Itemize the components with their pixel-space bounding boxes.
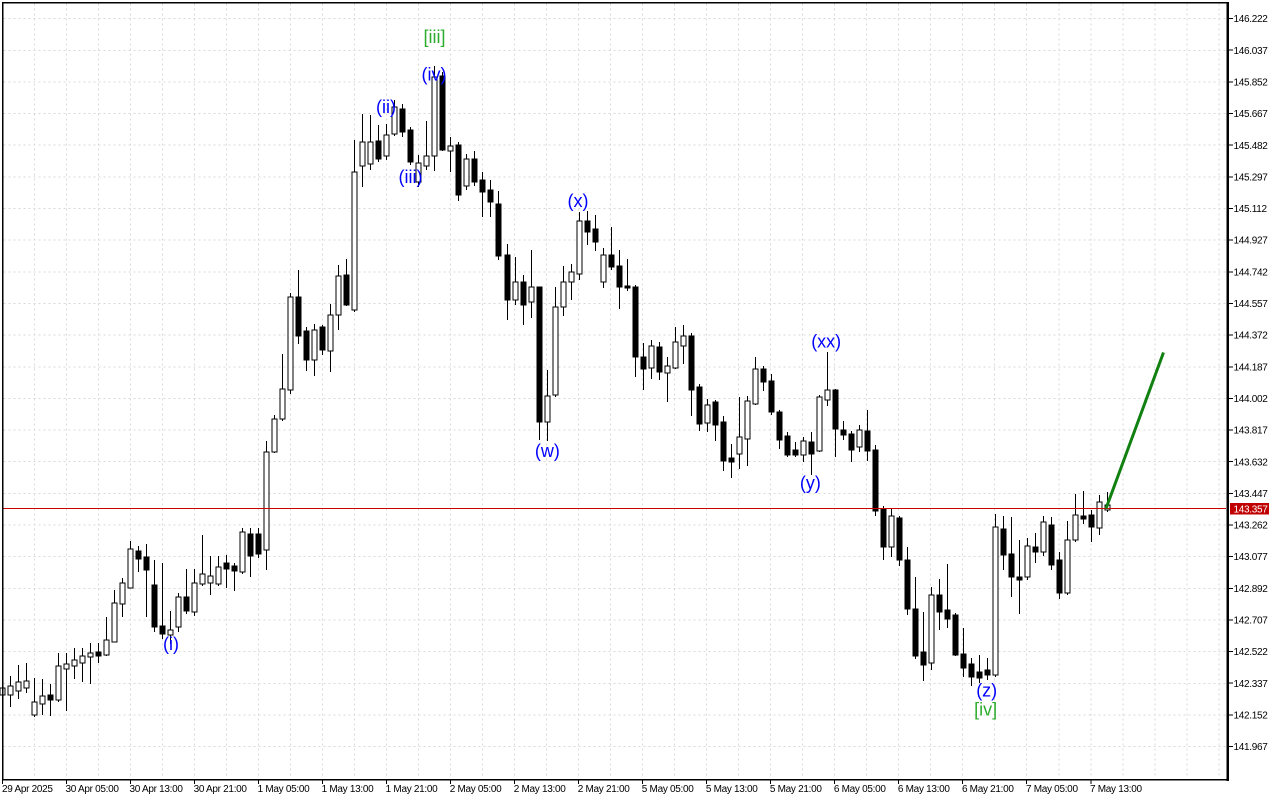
svg-text:(y): (y): [800, 473, 821, 493]
svg-text:2 May 21:00: 2 May 21:00: [578, 784, 630, 795]
svg-text:143.632: 143.632: [1234, 457, 1269, 468]
svg-text:145.667: 145.667: [1234, 109, 1269, 120]
svg-text:5 May 05:00: 5 May 05:00: [642, 784, 694, 795]
svg-text:6 May 13:00: 6 May 13:00: [898, 784, 950, 795]
svg-text:142.337: 142.337: [1234, 679, 1269, 690]
svg-text:143.262: 143.262: [1234, 521, 1269, 532]
svg-text:144.742: 144.742: [1234, 267, 1269, 278]
svg-text:(iii): (iii): [399, 167, 423, 187]
svg-text:29 Apr 2025: 29 Apr 2025: [2, 784, 53, 795]
svg-text:(z): (z): [976, 680, 997, 700]
svg-text:7 May 05:00: 7 May 05:00: [1026, 784, 1078, 795]
svg-text:(ii): (ii): [376, 97, 396, 117]
svg-text:6 May 21:00: 6 May 21:00: [962, 784, 1014, 795]
svg-text:1 May 05:00: 1 May 05:00: [258, 784, 310, 795]
svg-text:(iv): (iv): [422, 64, 447, 84]
svg-text:(xx): (xx): [811, 331, 841, 351]
svg-text:144.557: 144.557: [1234, 299, 1269, 310]
svg-text:143.447: 143.447: [1234, 489, 1269, 500]
svg-text:142.152: 142.152: [1234, 711, 1269, 722]
svg-text:7 May 13:00: 7 May 13:00: [1090, 784, 1142, 795]
svg-text:2 May 05:00: 2 May 05:00: [450, 784, 502, 795]
svg-text:145.852: 145.852: [1234, 78, 1269, 89]
svg-text:(w): (w): [535, 441, 560, 461]
svg-text:146.037: 146.037: [1234, 46, 1269, 57]
svg-text:30 Apr 13:00: 30 Apr 13:00: [130, 784, 184, 795]
svg-text:143.077: 143.077: [1234, 552, 1269, 563]
svg-text:(x): (x): [568, 191, 589, 211]
svg-text:141.967: 141.967: [1234, 742, 1269, 753]
svg-text:146.222: 146.222: [1234, 14, 1269, 25]
svg-text:145.297: 145.297: [1234, 172, 1269, 183]
svg-text:142.892: 142.892: [1234, 584, 1269, 595]
svg-text:143.357: 143.357: [1234, 504, 1269, 515]
svg-text:30 Apr 05:00: 30 Apr 05:00: [66, 784, 120, 795]
svg-text:5 May 21:00: 5 May 21:00: [770, 784, 822, 795]
svg-text:142.707: 142.707: [1234, 616, 1269, 627]
svg-text:1 May 13:00: 1 May 13:00: [322, 784, 374, 795]
svg-text:144.372: 144.372: [1234, 331, 1269, 342]
svg-text:144.927: 144.927: [1234, 236, 1269, 247]
svg-text:1 May 21:00: 1 May 21:00: [386, 784, 438, 795]
svg-text:2 May 13:00: 2 May 13:00: [514, 784, 566, 795]
svg-text:5 May 13:00: 5 May 13:00: [706, 784, 758, 795]
svg-text:[iv]: [iv]: [974, 700, 997, 720]
svg-text:145.112: 145.112: [1234, 204, 1268, 215]
svg-text:144.002: 144.002: [1234, 394, 1269, 405]
svg-text:30 Apr 21:00: 30 Apr 21:00: [194, 784, 248, 795]
svg-text:145.482: 145.482: [1234, 141, 1269, 152]
svg-text:144.187: 144.187: [1234, 362, 1269, 373]
svg-text:143.817: 143.817: [1234, 426, 1269, 437]
svg-text:[iii]: [iii]: [424, 27, 446, 47]
svg-text:(i): (i): [163, 634, 179, 654]
svg-text:6 May 05:00: 6 May 05:00: [834, 784, 886, 795]
svg-text:142.522: 142.522: [1234, 647, 1269, 658]
